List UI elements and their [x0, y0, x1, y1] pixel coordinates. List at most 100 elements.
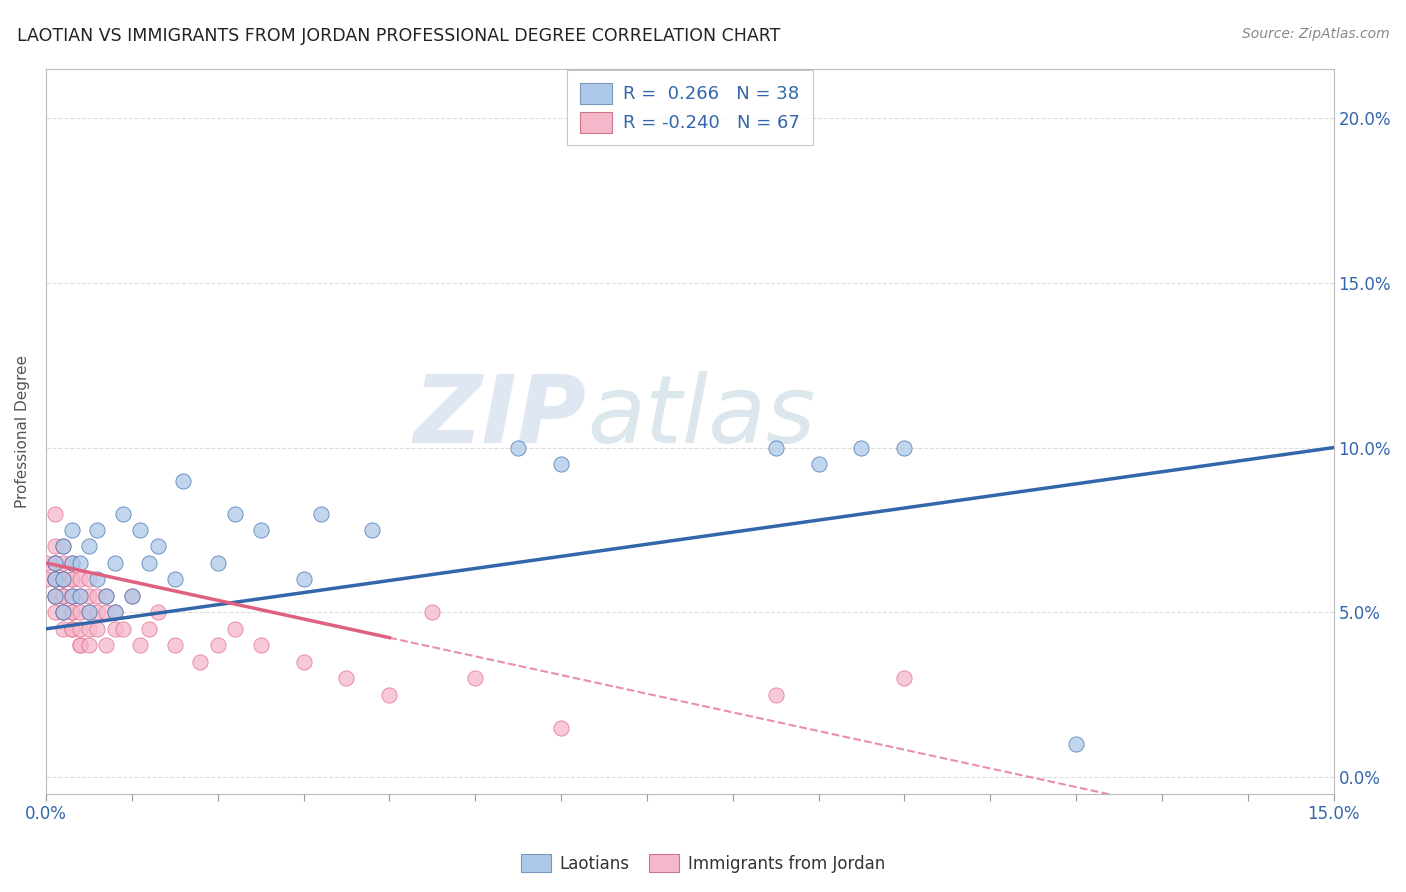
- Point: [60, 622, 83, 636]
- Point: [77, 638, 100, 652]
- Point: [60, 622, 83, 636]
- Point: [44, 589, 66, 603]
- Point: [86, 523, 108, 537]
- Point: [112, 622, 135, 636]
- Point: [94, 589, 117, 603]
- Point: [44, 573, 66, 587]
- Point: [77, 540, 100, 554]
- Point: [765, 688, 787, 702]
- Point: [52, 573, 75, 587]
- Point: [86, 573, 108, 587]
- Point: [146, 540, 169, 554]
- Point: [52, 589, 75, 603]
- Point: [190, 655, 212, 669]
- Point: [138, 556, 160, 570]
- Y-axis label: Professional Degree: Professional Degree: [15, 355, 30, 508]
- Point: [249, 523, 271, 537]
- Point: [44, 556, 66, 570]
- Point: [224, 507, 246, 521]
- Point: [44, 589, 66, 603]
- Legend: R =  0.266   N = 38, R = -0.240   N = 67: R = 0.266 N = 38, R = -0.240 N = 67: [567, 70, 813, 145]
- Text: atlas: atlas: [586, 371, 815, 462]
- Point: [69, 606, 91, 620]
- Point: [420, 606, 443, 620]
- Point: [292, 655, 315, 669]
- Point: [378, 688, 401, 702]
- Point: [893, 671, 915, 685]
- Point: [77, 573, 100, 587]
- Point: [60, 573, 83, 587]
- Point: [86, 622, 108, 636]
- Point: [69, 638, 91, 652]
- Point: [69, 622, 91, 636]
- Point: [52, 573, 75, 587]
- Point: [60, 573, 83, 587]
- Point: [464, 671, 486, 685]
- Text: ZIP: ZIP: [413, 370, 586, 463]
- Point: [146, 606, 169, 620]
- Point: [121, 589, 143, 603]
- Point: [52, 589, 75, 603]
- Point: [52, 606, 75, 620]
- Point: [52, 573, 75, 587]
- Point: [851, 441, 873, 455]
- Point: [69, 573, 91, 587]
- Point: [249, 638, 271, 652]
- Point: [361, 523, 384, 537]
- Point: [44, 540, 66, 554]
- Point: [44, 573, 66, 587]
- Point: [69, 638, 91, 652]
- Point: [44, 507, 66, 521]
- Point: [550, 721, 572, 735]
- Point: [292, 573, 315, 587]
- Point: [163, 573, 186, 587]
- Point: [44, 606, 66, 620]
- Point: [44, 589, 66, 603]
- Point: [550, 457, 572, 471]
- Point: [129, 523, 152, 537]
- Point: [60, 556, 83, 570]
- Point: [60, 589, 83, 603]
- Point: [35, 573, 58, 587]
- Point: [207, 556, 229, 570]
- Point: [60, 523, 83, 537]
- Point: [172, 474, 194, 488]
- Legend: Laotians, Immigrants from Jordan: Laotians, Immigrants from Jordan: [515, 847, 891, 880]
- Point: [104, 606, 127, 620]
- Point: [224, 622, 246, 636]
- Point: [52, 573, 75, 587]
- Point: [104, 622, 127, 636]
- Point: [60, 556, 83, 570]
- Point: [508, 441, 530, 455]
- Point: [86, 606, 108, 620]
- Point: [44, 573, 66, 587]
- Point: [69, 589, 91, 603]
- Point: [893, 441, 915, 455]
- Point: [86, 589, 108, 603]
- Point: [309, 507, 332, 521]
- Point: [69, 589, 91, 603]
- Text: LAOTIAN VS IMMIGRANTS FROM JORDAN PROFESSIONAL DEGREE CORRELATION CHART: LAOTIAN VS IMMIGRANTS FROM JORDAN PROFES…: [17, 27, 780, 45]
- Point: [44, 556, 66, 570]
- Point: [52, 540, 75, 554]
- Point: [52, 540, 75, 554]
- Point: [121, 589, 143, 603]
- Point: [163, 638, 186, 652]
- Point: [94, 638, 117, 652]
- Point: [77, 589, 100, 603]
- Point: [1064, 737, 1087, 751]
- Point: [94, 606, 117, 620]
- Point: [35, 556, 58, 570]
- Point: [69, 556, 91, 570]
- Point: [60, 606, 83, 620]
- Point: [94, 589, 117, 603]
- Point: [112, 507, 135, 521]
- Point: [52, 556, 75, 570]
- Point: [335, 671, 357, 685]
- Point: [104, 556, 127, 570]
- Point: [52, 606, 75, 620]
- Point: [52, 589, 75, 603]
- Point: [44, 556, 66, 570]
- Point: [138, 622, 160, 636]
- Point: [104, 606, 127, 620]
